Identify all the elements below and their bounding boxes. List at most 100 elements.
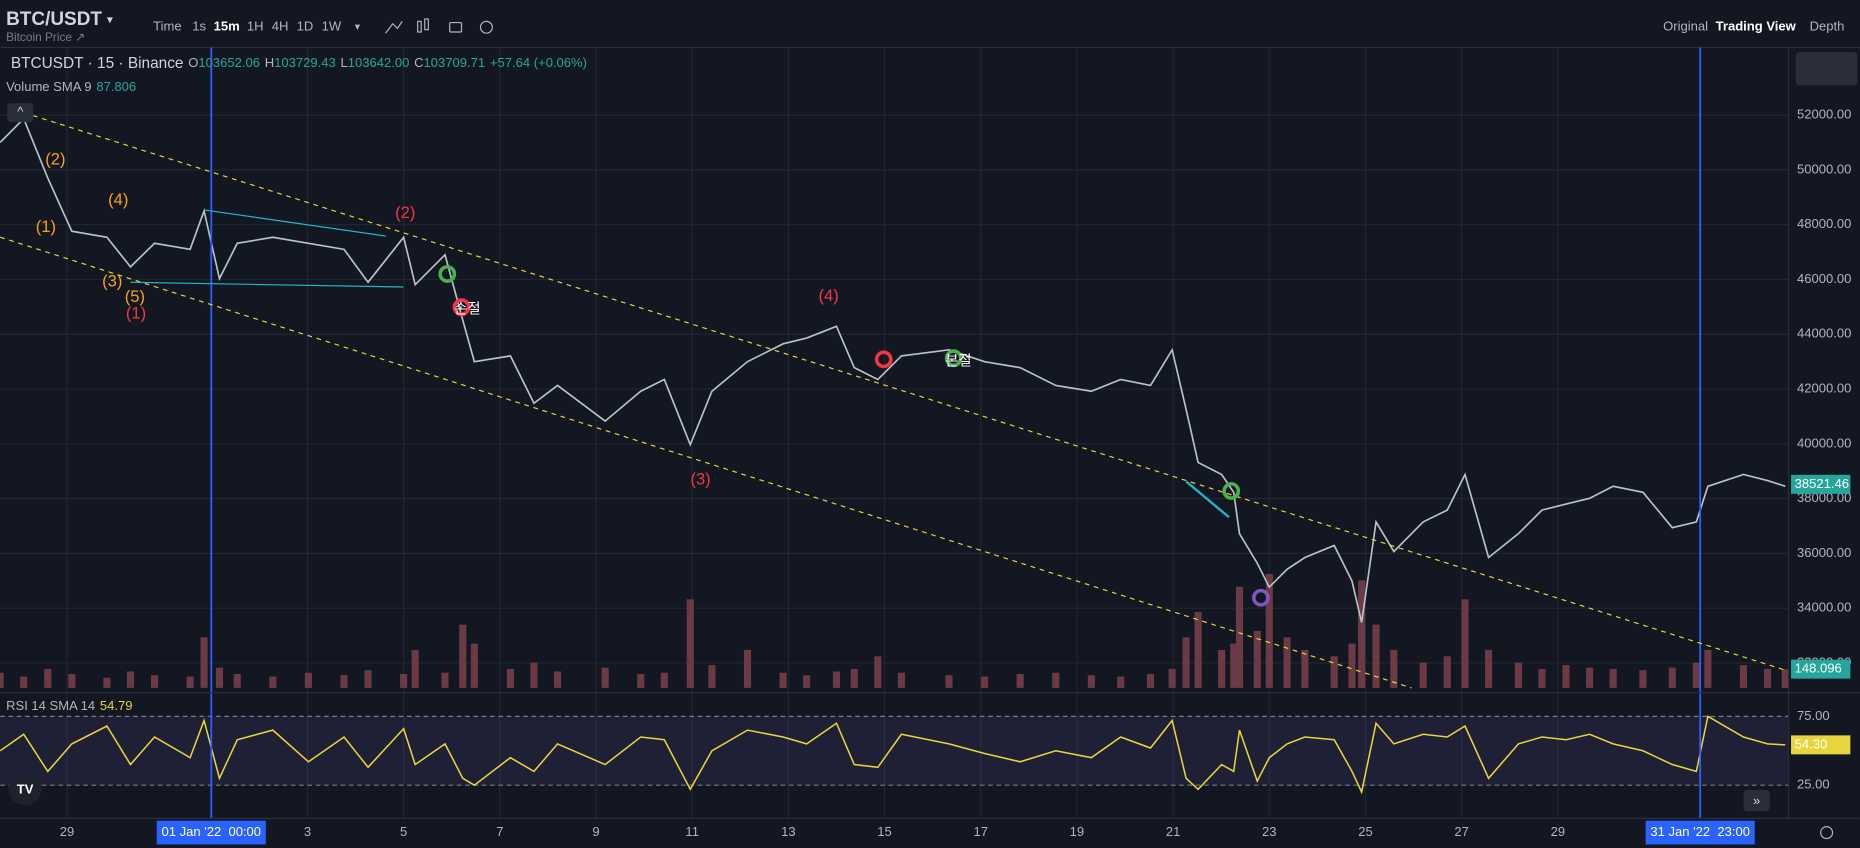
collapse-button[interactable]: [7, 103, 34, 123]
symbol-caret[interactable]: ▾: [107, 12, 113, 26]
volume-bar: [1562, 665, 1570, 688]
collapse-icon[interactable]: ^: [17, 104, 24, 119]
camera-icon[interactable]: [449, 21, 463, 33]
ohlc-value: 103642.00: [348, 55, 410, 70]
interval-button[interactable]: 15m: [214, 19, 240, 34]
signal-circle[interactable]: [874, 350, 893, 369]
chart-type-icon[interactable]: [417, 20, 422, 33]
view-button[interactable]: Depth: [1810, 19, 1845, 34]
volume-bar: [1168, 668, 1176, 688]
volume-bar: [897, 672, 905, 688]
ohlc-key: C: [414, 55, 423, 70]
ohlc-key: L: [341, 55, 348, 70]
triangle-line[interactable]: [204, 209, 386, 237]
y-tick-label: 50000.00: [1797, 161, 1851, 176]
volume-bar: [874, 656, 882, 688]
interval-button[interactable]: 1H: [247, 19, 264, 34]
volume-bar: [1419, 662, 1427, 688]
volume-name: Volume SMA 9: [6, 79, 91, 94]
volume-bar: [340, 675, 348, 688]
subtitle[interactable]: Bitcoin Price ↗: [6, 30, 85, 44]
logo[interactable]: [8, 772, 42, 806]
x-tick-label: 23: [1262, 824, 1277, 839]
volume-bar: [637, 673, 645, 688]
time-marker-label: 31 Jan '22 23:00: [1650, 824, 1750, 839]
interval-button[interactable]: 4H: [272, 19, 289, 34]
volume-bar: [1230, 643, 1238, 688]
volume-bar: [233, 673, 241, 688]
symbol[interactable]: BTC/USDT: [6, 9, 102, 30]
logo-mark[interactable]: TV: [17, 781, 34, 796]
trend-line[interactable]: [1185, 480, 1230, 519]
volume-bar: [945, 675, 953, 688]
volume-bar: [1052, 672, 1060, 688]
indicator-icon[interactable]: [385, 21, 403, 34]
signal-circle[interactable]: [1252, 588, 1270, 607]
legend-title: BTCUSDT · 15 · Binance: [11, 55, 184, 72]
x-tick-label: 13: [781, 824, 796, 839]
x-tick-label: 5: [400, 824, 407, 839]
volume-bar: [1781, 669, 1789, 688]
volume-bar: [1235, 586, 1244, 688]
x-tick-label: 3: [304, 824, 311, 839]
last-volume-label-box: [1791, 659, 1851, 679]
add-icon[interactable]: [479, 20, 493, 34]
view-button[interactable]: Trading View: [1716, 19, 1797, 34]
volume-bar: [0, 672, 4, 688]
channel-line[interactable]: [0, 236, 1412, 689]
interval-button[interactable]: 1W: [322, 19, 342, 34]
volume-bar: [1739, 665, 1748, 688]
x-tick-label: 19: [1070, 824, 1085, 839]
scroll-icon[interactable]: »: [1753, 793, 1760, 808]
volume-bar: [1358, 580, 1366, 688]
settings-icon[interactable]: [1820, 826, 1834, 840]
signal-circle[interactable]: [438, 265, 457, 283]
time-marker-label: 01 Jan '22 00:00: [161, 824, 261, 839]
signal-circle[interactable]: [1222, 482, 1241, 500]
last-rsi-label: 54.30: [1795, 736, 1828, 751]
y-tick-label: 42000.00: [1797, 380, 1851, 395]
last-rsi-label-box: [1791, 735, 1851, 755]
interval-button[interactable]: Time: [153, 19, 181, 34]
scale-button[interactable]: [1795, 52, 1858, 86]
volume-bar: [1146, 673, 1155, 688]
chart-type-icon[interactable]: [424, 18, 429, 31]
channel-line[interactable]: [23, 112, 1786, 671]
volume-bar: [779, 672, 787, 688]
y-tick-label: 40000.00: [1797, 435, 1851, 450]
volume-bar: [1016, 673, 1024, 688]
volume-bar: [1586, 667, 1594, 688]
wave-label: (3): [102, 272, 122, 291]
rsi-legend: RSI 14 SMA 14 54.79: [6, 698, 132, 713]
last-volume-label: 148.096: [1795, 661, 1842, 676]
volume-bar: [150, 675, 159, 688]
view-button[interactable]: Original: [1663, 19, 1708, 34]
more-caret[interactable]: ▾: [355, 21, 361, 33]
y-tick-label: 44000.00: [1797, 326, 1851, 341]
volume-bar: [411, 649, 419, 688]
wave-label: (3): [690, 470, 710, 489]
wave-label: (2): [45, 150, 65, 169]
volume-bar: [530, 662, 538, 688]
signal-circle[interactable]: [452, 298, 471, 317]
interval-button[interactable]: 1D: [297, 19, 314, 34]
volume-bar: [1265, 574, 1273, 688]
triangle-line[interactable]: [130, 281, 404, 288]
x-tick-label: 17: [973, 824, 988, 839]
volume-bar: [1087, 675, 1095, 688]
interval-button[interactable]: 1s: [192, 19, 206, 34]
volume-bar: [1668, 667, 1676, 688]
signal-circle[interactable]: [944, 349, 963, 368]
volume-bar: [1443, 656, 1451, 688]
volume-bar: [743, 649, 752, 688]
interval-bar: Time 1s 15m 1H 4H 1D 1W: [153, 19, 342, 34]
volume-bar: [832, 671, 841, 688]
volume-bar: [1301, 649, 1309, 688]
scroll-button[interactable]: [1743, 789, 1770, 812]
volume-bar: [441, 672, 449, 688]
volume-bar: [1763, 668, 1772, 688]
x-tick-label: 21: [1166, 824, 1181, 839]
x-tick-label: 11: [685, 824, 699, 839]
volume-bar: [850, 668, 858, 688]
